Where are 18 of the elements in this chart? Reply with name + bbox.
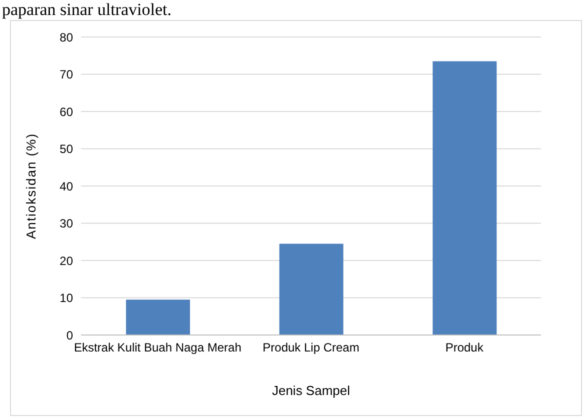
y-tick-label: 0	[66, 328, 74, 342]
y-tick-label: 40	[60, 179, 74, 194]
y-tick-label: 60	[60, 104, 74, 119]
y-tick-label: 20	[60, 254, 74, 268]
x-axis-title: Jenis Sampel	[272, 383, 350, 398]
x-tick-label: Produk	[445, 340, 484, 355]
bar	[279, 244, 344, 335]
y-tick-label: 70	[60, 68, 74, 82]
text: paparan sinar ultraviolet.	[2, 0, 172, 20]
bar	[432, 61, 497, 335]
y-tick-label: 30	[60, 216, 74, 231]
y-axis-title: Antioksidan (%)	[24, 132, 39, 240]
y-tick-label: 50	[60, 142, 74, 156]
x-tick-label: Produk Lip Cream	[262, 340, 360, 355]
bar	[126, 300, 190, 335]
y-tick-label: 80	[60, 30, 74, 44]
x-tick-label: Ekstrak Kulit Buah Naga Merah	[74, 340, 242, 355]
y-tick-label: 10	[60, 291, 74, 306]
